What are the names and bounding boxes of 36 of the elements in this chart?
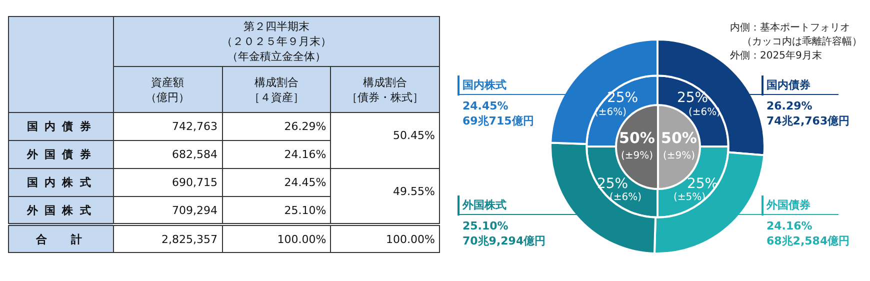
data-label: 100.00%	[222, 224, 331, 252]
category-label: 国内株式	[8, 168, 114, 196]
text: 内側：基本ポートフォリオ（カッコ内は乖離許容幅）	[730, 22, 862, 48]
data-label: 50% (±9%)	[618, 128, 654, 162]
data-label: 25% (±5%)	[673, 176, 718, 204]
data-label: 742,763	[113, 112, 222, 140]
data-label: 24.16%	[222, 140, 331, 168]
text: 24.45% 69兆715億円	[462, 99, 534, 128]
legend-label: 国内債券	[766, 78, 812, 92]
text: 24.16% 68兆2,584億円	[766, 219, 850, 248]
text: 外側：2025年9月末	[730, 50, 822, 62]
series-label: 資産額（億円）	[113, 66, 222, 112]
series-label: 構成割合［４資産］	[222, 66, 331, 112]
category-label: 外国株式	[8, 196, 114, 224]
data-label: 50% (±9%)	[660, 128, 696, 162]
data-label: 690,715	[113, 168, 222, 196]
data-label: 24.45%	[222, 168, 331, 196]
text: 26.29% 74兆2,763億円	[766, 99, 850, 128]
data-label: 25.10%	[222, 196, 331, 224]
category-label: 合計	[8, 224, 114, 252]
category-label: 国内債券	[8, 112, 114, 140]
legend-label: 外国債券	[766, 198, 812, 212]
data-label: 709,294	[113, 196, 222, 224]
data-label: 100.00%	[330, 224, 440, 252]
data-label: 49.55%	[330, 168, 440, 224]
data-label: 26.29%	[222, 112, 331, 140]
data-label: 25% (±6%)	[596, 176, 642, 204]
legend-label: 外国株式	[462, 198, 506, 212]
series-label: 構成割合［債券・株式］	[330, 66, 440, 112]
text: 第２四半期末（２０２５年９月末）（年金積立金全体）	[113, 16, 440, 66]
data-label: 50.45%	[330, 112, 440, 168]
legend-label: 国内株式	[462, 78, 506, 92]
category-label: 外国債券	[8, 140, 114, 168]
text: 25.10% 70兆9,294億円	[462, 219, 546, 248]
data-label: 2,825,357	[113, 224, 222, 252]
data-label: 682,584	[113, 140, 222, 168]
